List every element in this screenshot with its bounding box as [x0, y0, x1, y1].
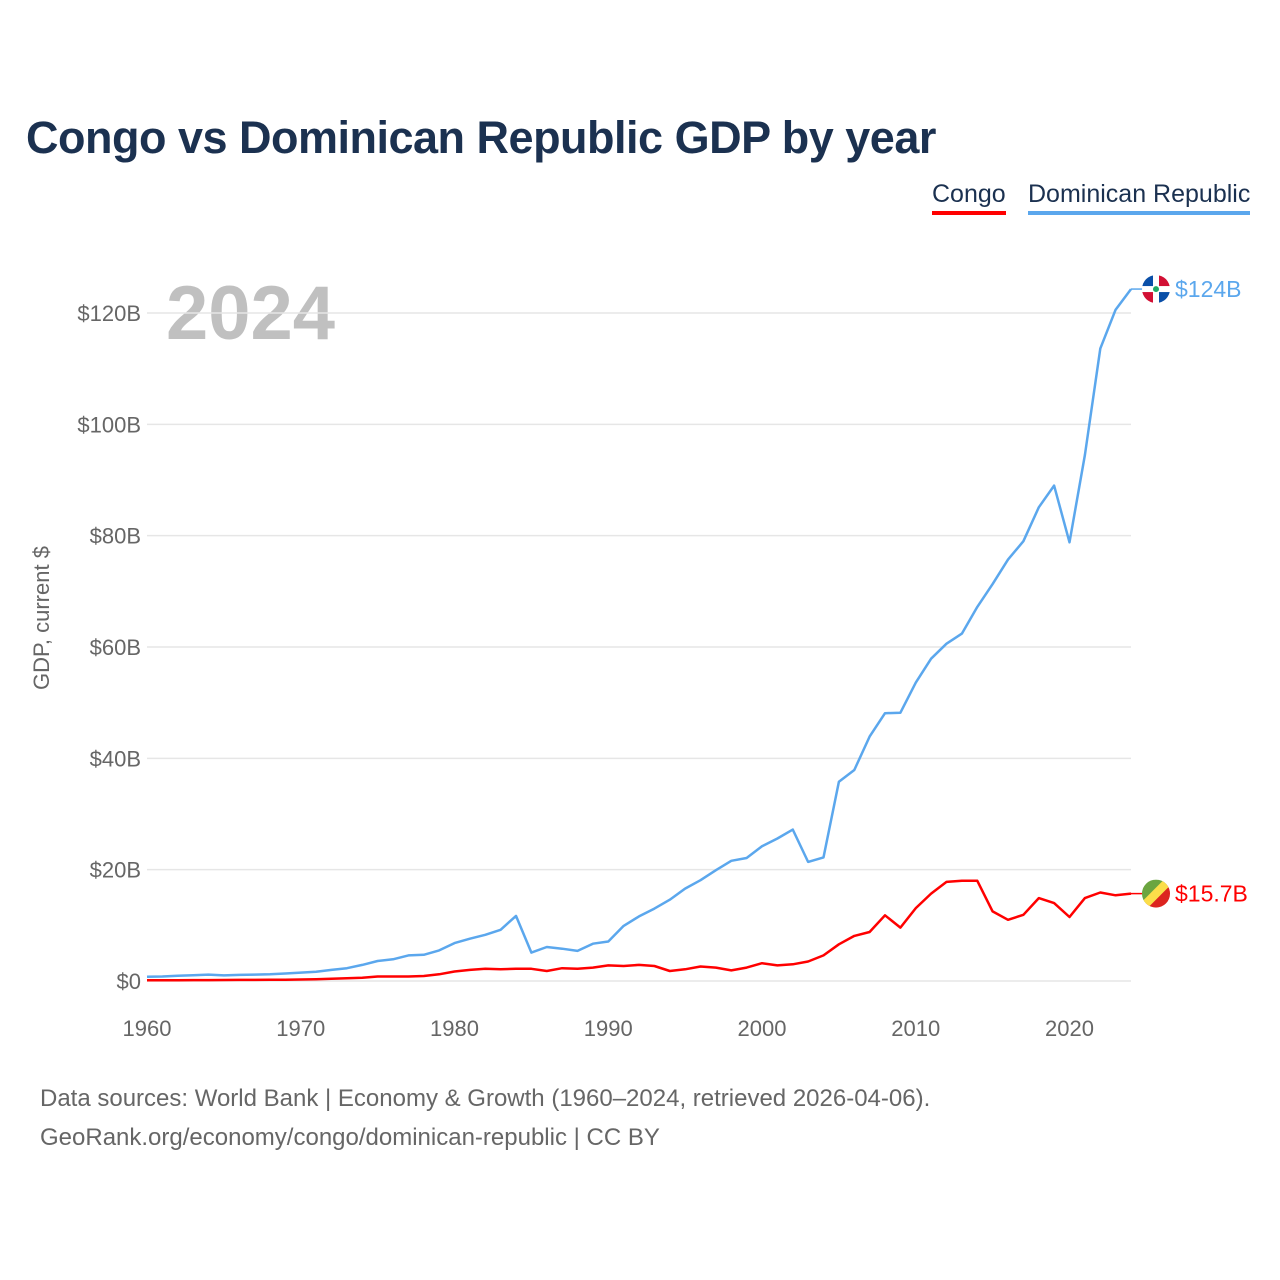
dominican-republic-flag-icon — [1142, 275, 1170, 304]
y-tick-label: $80B — [90, 524, 141, 549]
x-tick-label: 1960 — [123, 1016, 172, 1041]
x-tick-label: 2000 — [738, 1016, 787, 1041]
legend-congo[interactable]: Congo — [932, 180, 1006, 215]
y-tick-label: $120B — [77, 301, 141, 326]
y-tick-label: $60B — [90, 635, 141, 660]
x-tick-label: 2010 — [891, 1016, 940, 1041]
legend-dominican-republic[interactable]: Dominican Republic — [1028, 180, 1251, 215]
end-value-label: $124B — [1175, 276, 1242, 302]
x-tick-label: 2020 — [1045, 1016, 1094, 1041]
x-tick-label: 1990 — [584, 1016, 633, 1041]
series-line-dominican-republic — [146, 288, 1133, 979]
x-tick-label: 1980 — [430, 1016, 479, 1041]
y-tick-label: $40B — [90, 746, 141, 771]
y-tick-label: $20B — [90, 858, 141, 883]
y-tick-label: $0 — [117, 969, 141, 994]
x-tick-label: 1970 — [276, 1016, 325, 1041]
chart-title: Congo vs Dominican Republic GDP by year — [26, 112, 936, 163]
end-value-label: $15.7B — [1175, 881, 1248, 907]
congo-flag-icon — [1142, 879, 1170, 908]
footer-sources: Data sources: World Bank | Economy & Gro… — [40, 1085, 931, 1112]
series-line-congo — [146, 879, 1132, 982]
y-tick-label: $100B — [77, 412, 141, 437]
footer-link[interactable]: GeoRank.org/economy/congo/dominican-repu… — [40, 1124, 660, 1151]
